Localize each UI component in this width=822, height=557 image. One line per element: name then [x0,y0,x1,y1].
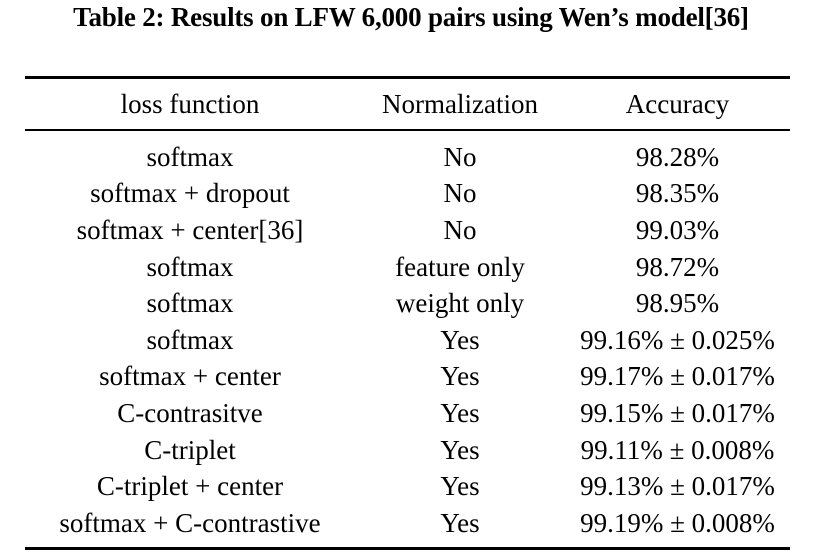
cell-accuracy: 99.15% ± 0.017% [580,397,775,428]
cell-loss-function: softmax [146,324,234,355]
column-header-accuracy: Accuracy [565,77,790,131]
table-caption: Table 2: Results on LFW 6,000 pairs usin… [73,2,749,32]
table-header: loss function Normalization Accuracy [25,77,790,131]
table-row: softmax feature only 98.72% [25,249,790,286]
cell-accuracy: 98.72% [635,251,720,282]
cell-accuracy: 99.03% [635,214,720,245]
table-row: softmax Yes 99.16% ± 0.025% [25,322,790,359]
cell-normalization: Yes [440,507,480,538]
table-row: softmax + center[36] No 99.03% [25,212,790,249]
cell-loss-function: C-contrasitve [117,397,263,428]
table-row: C-triplet + center Yes 99.13% ± 0.017% [25,468,790,505]
cell-accuracy: 99.13% ± 0.017% [580,471,775,502]
column-header-loss-function: loss function [25,77,355,131]
table-row: softmax + C-contrastive Yes 99.19% ± 0.0… [25,505,790,548]
cell-loss-function: softmax [146,141,234,172]
table-row: softmax No 98.28% [25,130,790,176]
table-row: softmax weight only 98.95% [25,285,790,322]
cell-accuracy: 99.16% ± 0.025% [580,324,775,355]
cell-accuracy: 99.19% ± 0.008% [580,507,775,538]
cell-loss-function: C-triplet [144,434,236,465]
cell-accuracy: 98.95% [635,288,720,319]
table-row: C-triplet Yes 99.11% ± 0.008% [25,432,790,469]
table-row: softmax + dropout No 98.35% [25,176,790,213]
header-row: loss function Normalization Accuracy [25,77,790,131]
table-body: softmax No 98.28% softmax + dropout No 9… [25,130,790,548]
cell-accuracy: 98.28% [635,141,720,172]
cell-loss-function: C-triplet + center [96,471,284,502]
cell-loss-function: softmax [146,251,234,282]
cell-normalization: No [443,141,477,172]
cell-normalization: Yes [440,324,480,355]
cell-normalization: Yes [440,361,480,392]
table-row: C-contrasitve Yes 99.15% ± 0.017% [25,395,790,432]
cell-accuracy: 99.17% ± 0.017% [580,361,775,392]
cell-normalization: Yes [440,434,480,465]
cell-normalization: weight only [395,288,525,319]
cell-normalization: feature only [395,251,525,282]
table-row: softmax + center Yes 99.17% ± 0.017% [25,359,790,396]
cell-normalization: Yes [440,471,480,502]
cell-loss-function: softmax + C-contrastive [59,507,321,538]
column-header-normalization: Normalization [355,77,565,131]
cell-loss-function: softmax [146,288,234,319]
cell-accuracy: 99.11% ± 0.008% [580,434,775,465]
cell-loss-function: softmax + center[36] [76,214,304,245]
cell-normalization: No [443,214,477,245]
cell-normalization: Yes [440,397,480,428]
cell-loss-function: softmax + dropout [90,178,290,209]
results-table: loss function Normalization Accuracy sof… [25,76,790,550]
cell-normalization: No [443,178,477,209]
cell-loss-function: softmax + center [99,361,281,392]
cell-accuracy: 98.35% [635,178,720,209]
